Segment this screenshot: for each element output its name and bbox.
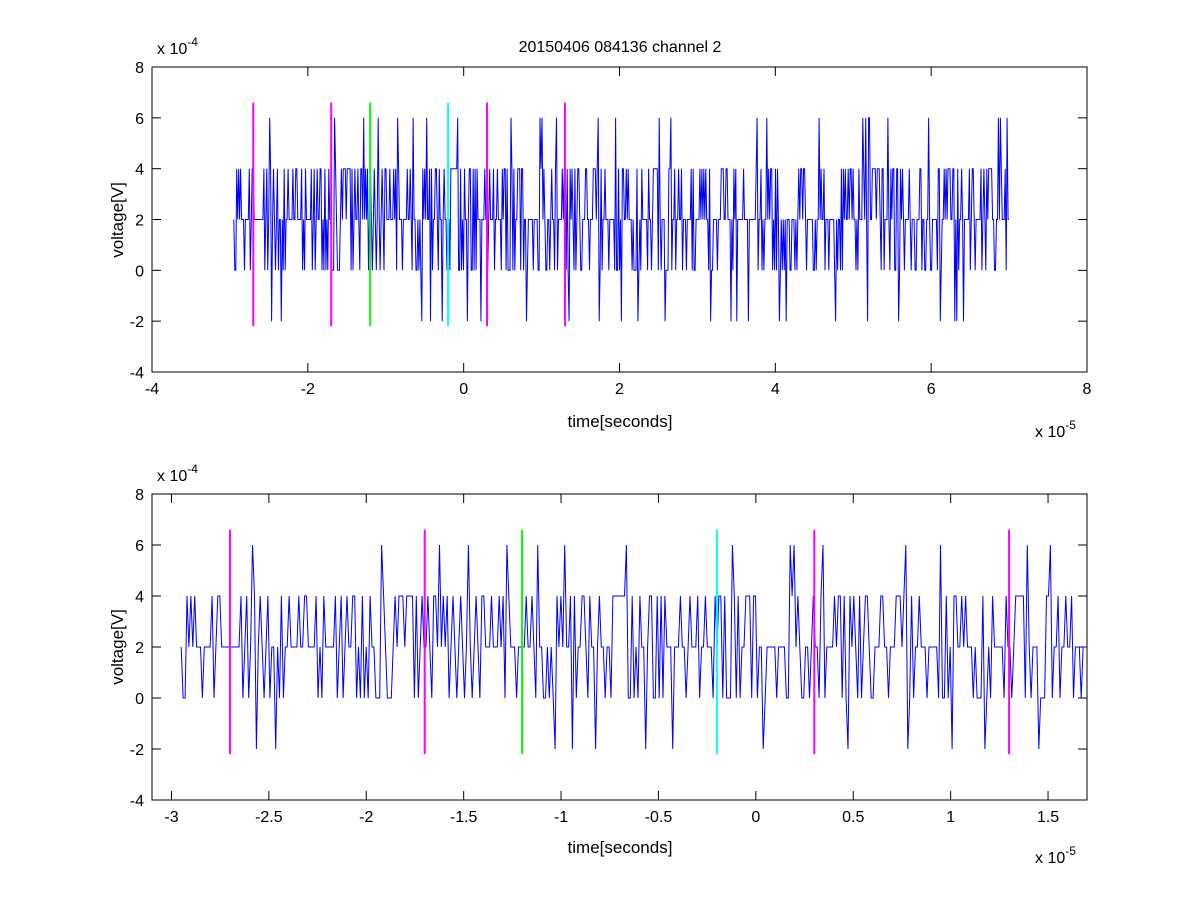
marker-lines xyxy=(252,102,566,327)
chart-title: 20150406 084136 channel 2 xyxy=(519,39,722,56)
signal-line xyxy=(180,544,1087,750)
x-tick-label: -3 xyxy=(164,809,178,826)
x-tick-label: 6 xyxy=(927,381,936,398)
y-tick-label: -4 xyxy=(130,793,144,810)
y-exponent-label: x 10-4 xyxy=(157,462,198,485)
svg-text:x 10-4: x 10-4 xyxy=(157,35,198,58)
y-ticks: -4 -2 0 2 4 6 8 xyxy=(130,487,1087,810)
y-exponent-label: x 10-4 xyxy=(157,35,198,58)
y-tick-label: 8 xyxy=(135,60,144,77)
y-axis-label: voltage[V] xyxy=(108,609,127,685)
x-axis-label: time[seconds] xyxy=(568,838,673,857)
y-tick-label: 4 xyxy=(135,162,144,179)
x-tick-label: 8 xyxy=(1083,381,1092,398)
x-tick-label: 0 xyxy=(751,809,760,826)
axes-frame xyxy=(151,66,1088,373)
x-tick-label: -1.5 xyxy=(450,809,478,826)
y-tick-label: 0 xyxy=(135,691,144,708)
y-tick-label: 4 xyxy=(135,589,144,606)
x-tick-label: 4 xyxy=(771,381,780,398)
x-exponent-label: x 10-5 xyxy=(1035,418,1076,441)
marker-lines xyxy=(228,529,1011,755)
x-tick-label: -2 xyxy=(301,381,315,398)
x-ticks: -3 -2.5 -2 -1.5 -1 -0.5 0 0.5 1 1.5 xyxy=(164,494,1059,826)
x-exponent-label: x 10-5 xyxy=(1035,844,1076,867)
y-tick-label: -2 xyxy=(130,742,144,759)
y-tick-label: 8 xyxy=(135,487,144,504)
y-tick-label: 6 xyxy=(135,538,144,555)
top-subplot: 20150406 084136 channel 2 x 10-4 voltage… xyxy=(108,35,1092,441)
x-tick-label: 0.5 xyxy=(842,809,864,826)
y-tick-label: -4 xyxy=(130,365,144,382)
x-tick-label: -0.5 xyxy=(645,809,673,826)
y-tick-label: -2 xyxy=(130,314,144,331)
y-tick-label: 2 xyxy=(135,640,144,657)
y-tick-label: 6 xyxy=(135,111,144,128)
svg-text:x 10-5: x 10-5 xyxy=(1035,418,1076,441)
x-tick-label: 1 xyxy=(946,809,955,826)
y-tick-label: 0 xyxy=(135,263,144,280)
axes-frame xyxy=(151,493,1088,801)
x-ticks: -4 -2 0 2 4 6 8 xyxy=(145,67,1092,398)
x-tick-label: -1 xyxy=(554,809,568,826)
y-tick-label: 2 xyxy=(135,213,144,230)
svg-text:x 10-4: x 10-4 xyxy=(157,462,198,485)
x-tick-label: -4 xyxy=(145,381,159,398)
x-tick-label: 0 xyxy=(459,381,468,398)
svg-text:x 10-5: x 10-5 xyxy=(1035,844,1076,867)
signal-line xyxy=(233,117,1010,322)
x-axis-label: time[seconds] xyxy=(568,412,673,431)
bottom-subplot: x 10-4 voltage[V] time[seconds] x 10-5 -… xyxy=(108,462,1088,867)
x-tick-label: 1.5 xyxy=(1037,809,1059,826)
y-ticks: -4 -2 0 2 4 6 8 xyxy=(130,60,1087,382)
x-tick-label: -2.5 xyxy=(255,809,283,826)
x-tick-label: -2 xyxy=(359,809,373,826)
x-tick-label: 2 xyxy=(615,381,624,398)
y-axis-label: voltage[V] xyxy=(108,182,127,258)
